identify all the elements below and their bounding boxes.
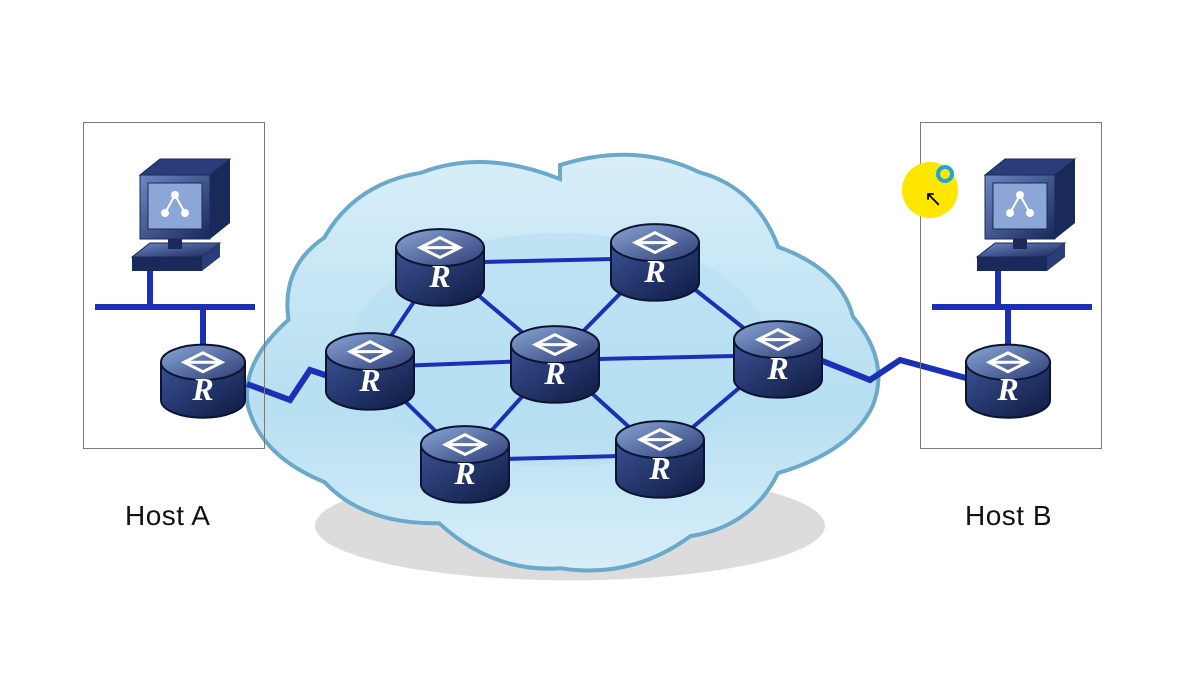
host-a-label: Host A [125, 500, 210, 532]
router-icon: R [421, 426, 509, 503]
router-icon: R [611, 224, 699, 301]
svg-text:R: R [543, 355, 565, 391]
cursor-arrow-icon: ↖ [924, 186, 942, 212]
svg-text:R: R [358, 362, 380, 398]
network-diagram: RRRRRRRRR Host A Host B ↖ [0, 0, 1200, 700]
router-icon: R [326, 333, 414, 410]
host-b-label: Host B [965, 500, 1052, 532]
router-icon: R [511, 326, 599, 403]
svg-text:R: R [428, 258, 450, 294]
router-icon: R [396, 229, 484, 306]
router-icon: R [734, 321, 822, 398]
svg-text:R: R [643, 253, 665, 289]
svg-text:R: R [453, 455, 475, 491]
router-icon: R [616, 421, 704, 498]
host-a-box [83, 122, 265, 449]
svg-text:R: R [766, 350, 788, 386]
svg-text:R: R [648, 450, 670, 486]
